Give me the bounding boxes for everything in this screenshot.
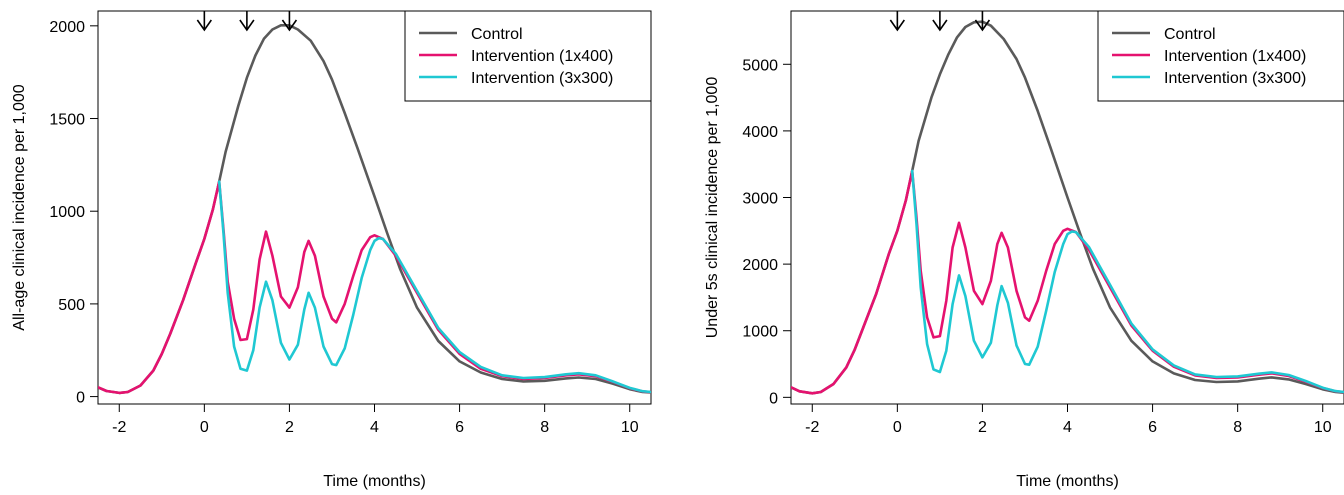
y-tick-label: 500 bbox=[58, 297, 85, 314]
x-tick-label: 6 bbox=[455, 419, 464, 436]
legend-label: Intervention (1x400) bbox=[471, 48, 613, 65]
series-group bbox=[791, 20, 1344, 395]
series-line-intervention-1x400 bbox=[98, 180, 651, 395]
series-line-intervention-1x400 bbox=[791, 169, 1344, 395]
x-tick-label: 4 bbox=[1063, 419, 1072, 436]
legend-label: Intervention (1x400) bbox=[1164, 48, 1306, 65]
dose-arrow-icon bbox=[196, 19, 213, 32]
x-tick-label: -2 bbox=[112, 419, 126, 436]
x-tick-label: 4 bbox=[370, 419, 379, 436]
legend-label: Control bbox=[471, 26, 523, 43]
x-axis-label: Time (months) bbox=[323, 473, 426, 490]
y-axis-label: All-age clinical incidence per 1,000 bbox=[11, 84, 28, 330]
legend-label: Control bbox=[1164, 26, 1216, 43]
y-axis-label: Under 5s clinical incidence per 1,000 bbox=[704, 77, 721, 339]
y-tick-label: 0 bbox=[769, 390, 778, 407]
chart-panel-all-age: -2 0 2 4 6 8 10 0 500 1000 1500 2000 Time (months) Al… bbox=[11, 10, 652, 490]
x-tick-label: 2 bbox=[978, 419, 987, 436]
x-tick-label: 0 bbox=[893, 419, 902, 436]
legend-label: Intervention (3x300) bbox=[1164, 70, 1306, 87]
x-tick-label: 8 bbox=[540, 419, 549, 436]
x-tick-label: 0 bbox=[200, 419, 209, 436]
x-tick-label: 8 bbox=[1233, 419, 1242, 436]
series-line-intervention-3x300 bbox=[217, 180, 651, 394]
series-group bbox=[98, 24, 651, 395]
legend-label: Intervention (3x300) bbox=[471, 70, 613, 87]
x-tick-label: -2 bbox=[805, 419, 819, 436]
x-tick-label: 6 bbox=[1148, 419, 1157, 436]
x-tick-label: 2 bbox=[285, 419, 294, 436]
dose-arrow-icon bbox=[281, 19, 298, 32]
x-tick-label: 10 bbox=[1314, 419, 1332, 436]
dose-arrow-icon bbox=[889, 19, 906, 32]
y-tick-label: 2000 bbox=[49, 19, 85, 36]
y-tick-label: 5000 bbox=[742, 57, 778, 74]
y-tick-label: 0 bbox=[76, 390, 85, 407]
y-tick-label: 2000 bbox=[742, 257, 778, 274]
y-tick-label: 1000 bbox=[742, 324, 778, 341]
series-line-intervention-3x300 bbox=[910, 169, 1344, 394]
chart-panel-under-5s: -2 0 2 4 6 8 10 0 1000 2000 3000 4000 5000 Time (mont… bbox=[704, 10, 1344, 490]
x-tick-label: 10 bbox=[621, 419, 639, 436]
x-axis-label: Time (months) bbox=[1016, 473, 1119, 490]
y-tick-label: 1500 bbox=[49, 112, 85, 129]
dose-arrow-icon bbox=[974, 19, 991, 32]
y-tick-label: 4000 bbox=[742, 124, 778, 141]
y-tick-label: 3000 bbox=[742, 191, 778, 208]
y-tick-label: 1000 bbox=[49, 204, 85, 221]
dose-arrow-icon bbox=[932, 19, 948, 32]
dose-arrow-icon bbox=[239, 19, 255, 32]
